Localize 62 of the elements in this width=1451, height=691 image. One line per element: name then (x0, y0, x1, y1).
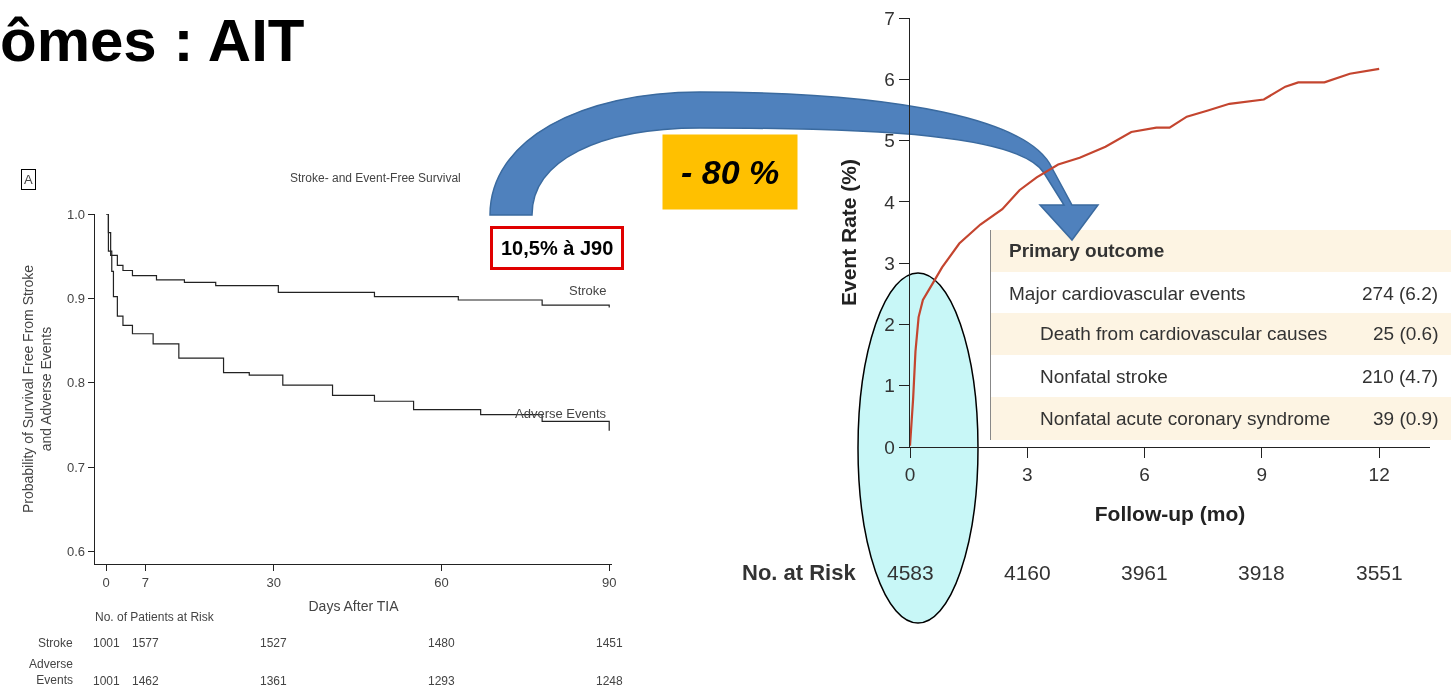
x-tick-label: 9 (1256, 464, 1268, 486)
y-tick-label: 0.9 (67, 290, 86, 306)
text: 1361 (260, 674, 288, 688)
y-axis-title: Probability of Survival Free From Stroke and Adverse Events (19, 264, 54, 514)
text: 4583 (887, 561, 934, 584)
annotation: Major cardiovascular events (1009, 283, 1246, 304)
text: 3918 (1238, 561, 1285, 584)
x-tick-label: 7 (141, 574, 149, 590)
text: 1527 (260, 636, 288, 650)
chart-subtitle: Stroke- and Event-Free Survival (290, 171, 461, 185)
annotation: 210 (4.7) (1362, 366, 1439, 387)
x-tick-label: 0 (904, 464, 916, 486)
text: Adverse Events (29, 657, 74, 687)
x-axis-title: Follow-up (mo) (1094, 502, 1246, 526)
text: - 80 % (681, 153, 780, 191)
series-label: Stroke (569, 283, 607, 298)
y-axis-title: Event Rate (%) (836, 158, 860, 307)
y-tick-label: 0.6 (67, 543, 86, 559)
x-tick-label: 6 (1139, 464, 1150, 486)
y-tick-label: 3 (884, 252, 895, 274)
text: 1577 (132, 636, 160, 650)
x-tick-label: 3 (1022, 464, 1033, 486)
x-tick-label: 0 (102, 574, 110, 590)
annotation: Death from cardiovascular causes (1040, 323, 1328, 344)
y-tick-label: 1.0 (67, 206, 86, 222)
text: A (24, 172, 33, 187)
x-tick-label: 12 (1368, 464, 1390, 486)
text: No. of Patients at Risk (95, 610, 215, 624)
y-tick-label: 4 (884, 191, 896, 213)
text: 1462 (132, 674, 160, 688)
text: 1451 (596, 636, 624, 650)
y-tick-label: 2 (884, 314, 895, 336)
text: 1001 (93, 674, 121, 688)
text: No. at Risk (742, 560, 857, 585)
x-tick-label: 60 (434, 574, 449, 590)
y-tick-label: 6 (884, 68, 895, 90)
x-tick-label: 30 (266, 574, 282, 590)
annotation: 39 (0.9) (1373, 408, 1439, 429)
y-tick-label: 5 (884, 130, 895, 152)
text: 3961 (1121, 561, 1168, 584)
y-tick-label: 0.8 (67, 375, 86, 391)
text: 1001 (93, 636, 121, 650)
annotation: 25 (0.6) (1373, 323, 1439, 344)
chart-title: ômes : AIT (0, 7, 305, 74)
text: 1480 (428, 636, 456, 650)
annotation: Nonfatal stroke (1040, 366, 1168, 387)
series-label: Adverse Events (515, 406, 607, 421)
y-tick-label: 1 (884, 375, 895, 397)
y-tick-label: 0.7 (67, 459, 86, 475)
text: 1248 (596, 674, 624, 688)
text: 4160 (1004, 561, 1051, 584)
annotation: 274 (6.2) (1362, 283, 1439, 304)
y-tick-label: 7 (884, 7, 895, 29)
text: Stroke (38, 636, 74, 650)
text: 1293 (428, 674, 456, 688)
annotation: Nonfatal acute coronary syndrome (1040, 408, 1331, 429)
text: 3551 (1356, 561, 1403, 584)
y-tick-label: 0 (884, 436, 895, 458)
x-axis-title: Days After TIA (308, 598, 400, 615)
annotation: Primary outcome (1009, 240, 1165, 261)
x-tick-label: 90 (601, 574, 617, 590)
annotation: 10,5% à J90 (501, 237, 614, 259)
